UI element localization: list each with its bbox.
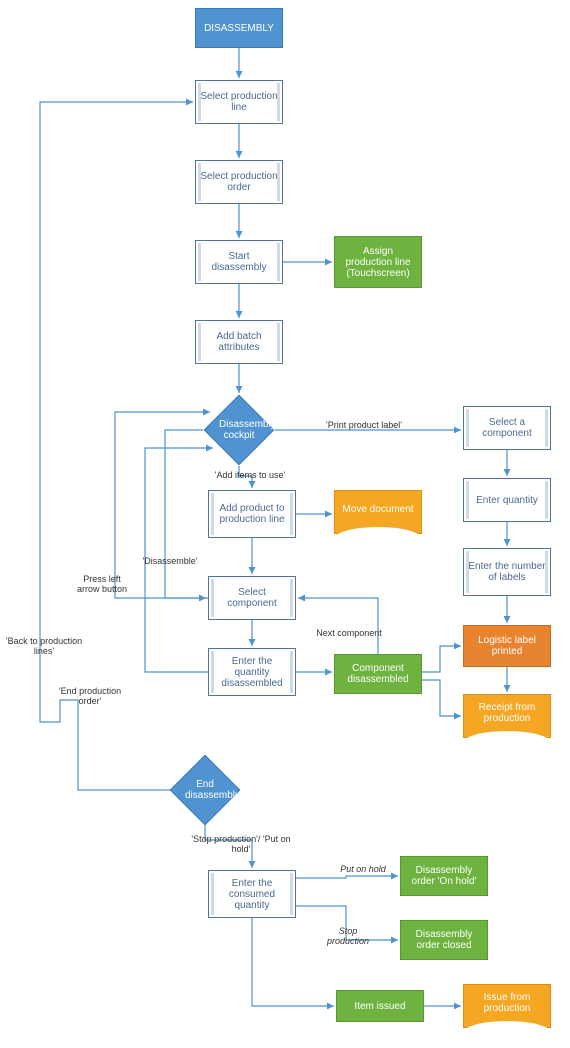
select-component-node: Select component — [208, 576, 296, 620]
stop-prod-label: Stop production — [318, 926, 378, 946]
press-left-label: Press left arrow button — [72, 574, 132, 594]
move-document-node: Move document — [334, 490, 422, 534]
on-hold-node: Disassembly order 'On hold' — [400, 856, 488, 896]
put-hold-label: Put on hold — [328, 864, 398, 874]
select-line-node: Select production line — [195, 80, 283, 124]
end-order-label: 'End production order' — [50, 686, 130, 706]
cockpit-decision: Disassembly cockpit — [204, 395, 275, 466]
select-order-node: Select production order — [195, 160, 283, 204]
number-labels-node: Enter the number of labels — [463, 548, 551, 596]
assign-line-node: Assign production line (Touchscreen) — [334, 236, 422, 288]
next-component-label: Next component — [304, 628, 394, 638]
item-issued-node: Item issued — [336, 990, 424, 1022]
print-label: 'Print product label' — [314, 420, 414, 430]
back-lines-label: 'Back to production lines' — [4, 636, 84, 656]
closed-node: Disassembly order closed — [400, 920, 488, 960]
component-disassembled-node: Component disassembled — [334, 654, 422, 694]
consumed-quantity-node: Enter the consumed quantity — [208, 870, 296, 918]
batch-attributes-node: Add batch attributes — [195, 320, 283, 364]
logistic-label-node: Logistic label printed — [463, 625, 551, 667]
add-items-label: 'Add items to use' — [200, 470, 300, 480]
enter-disassembled-node: Enter the quantity disassembled — [208, 648, 296, 696]
disassemble-label: 'Disassemble' — [130, 556, 210, 566]
end-decision: End disassembly? — [170, 755, 241, 826]
start-node: DISASSEMBLY — [195, 8, 283, 48]
issue-production-node: Issue from production — [463, 984, 551, 1028]
enter-quantity-node: Enter quantity — [463, 478, 551, 522]
add-product-node: Add product to production line — [208, 490, 296, 538]
start-disassembly-node: Start disassembly — [195, 240, 283, 284]
select-component-right-node: Select a component — [463, 406, 551, 450]
receipt-node: Receipt from production — [463, 694, 551, 738]
stop-hold-label: 'Stop production'/ 'Put on hold' — [186, 834, 296, 854]
